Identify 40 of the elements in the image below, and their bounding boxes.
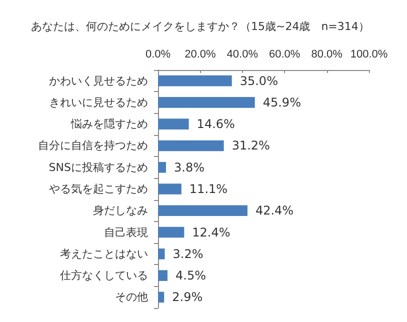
y-tick-label: 悩みを隠すため [70,118,148,131]
bar [158,97,255,108]
x-tick-label: 60.0% [269,48,300,60]
y-tick-label: その他 [115,290,148,304]
data-label: 35.0% [240,74,278,88]
data-label: 31.2% [232,138,270,153]
y-tick-label: やる気を起こすため [49,182,148,196]
bar [158,270,168,281]
x-tick-label: 80.0% [311,48,343,60]
y-tick-label: 自分に自信を持つため [38,139,148,152]
bar [158,162,166,173]
x-tick-label: 0.0% [145,48,171,60]
x-tick-label: 40.0% [226,48,258,60]
bar [158,205,248,216]
bar [158,75,232,86]
data-label: 14.6% [196,117,235,132]
data-label: 2.9% [172,290,203,304]
y-tick-label: きれいに見せるため [49,96,148,109]
data-label: 4.5% [175,268,206,283]
y-tick-label: SNSに投稿するため [48,160,148,174]
bar [158,118,189,130]
chart-title: あなたは、何のためにメイクをしますか？（15歳~24歳 n=314） [31,20,370,33]
y-tick-label: 考えたことはない [60,247,148,260]
x-tick-label: 20.0% [184,48,216,60]
bar [158,184,182,194]
data-label: 45.9% [262,95,301,110]
data-label: 42.4% [255,204,294,218]
data-label: 3.8% [174,160,205,174]
data-label: 12.4% [192,225,230,240]
data-label: 3.2% [172,246,204,261]
x-tick-label: 100.0% [350,48,388,60]
bar [158,140,224,152]
data-label: 11.1% [189,182,228,196]
bar [158,226,184,238]
bar [158,248,165,260]
y-tick-label: 仕方なくしている [60,269,148,282]
y-tick-label: かわいく見せるため [49,74,148,88]
y-tick-label: 自己表現 [104,226,148,239]
y-tick-label: 身だしなみ [93,204,148,218]
bar [158,292,164,303]
